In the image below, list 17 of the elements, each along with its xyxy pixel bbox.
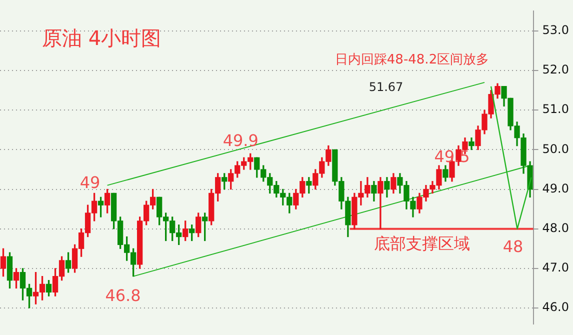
annotation: 48 [502,237,524,256]
ref-line-label: 底部支撑区域 [374,234,470,253]
text: 原油 4小时图 [42,26,162,50]
y-tick-label: 50.0 [542,142,569,156]
annotation: 51.67 [368,80,404,94]
y-tick-label: 48.0 [542,220,569,235]
annotation: 46.8 [105,286,141,306]
y-tick-label: 53.0 [542,23,569,38]
y-tick-label: 47.0 [542,260,569,275]
y-tick-label: 51.0 [542,102,569,116]
y-tick-label: 49.0 [542,181,569,196]
y-tick-label: 46.0 [542,300,569,314]
y-tick-label: 52.0 [542,62,569,77]
annotation: 49 [80,173,100,192]
annotation: 49.9 [222,130,258,150]
candlestick [378,177,384,230]
annotation: 日内回踩48-48.2区间放多 [334,52,490,68]
